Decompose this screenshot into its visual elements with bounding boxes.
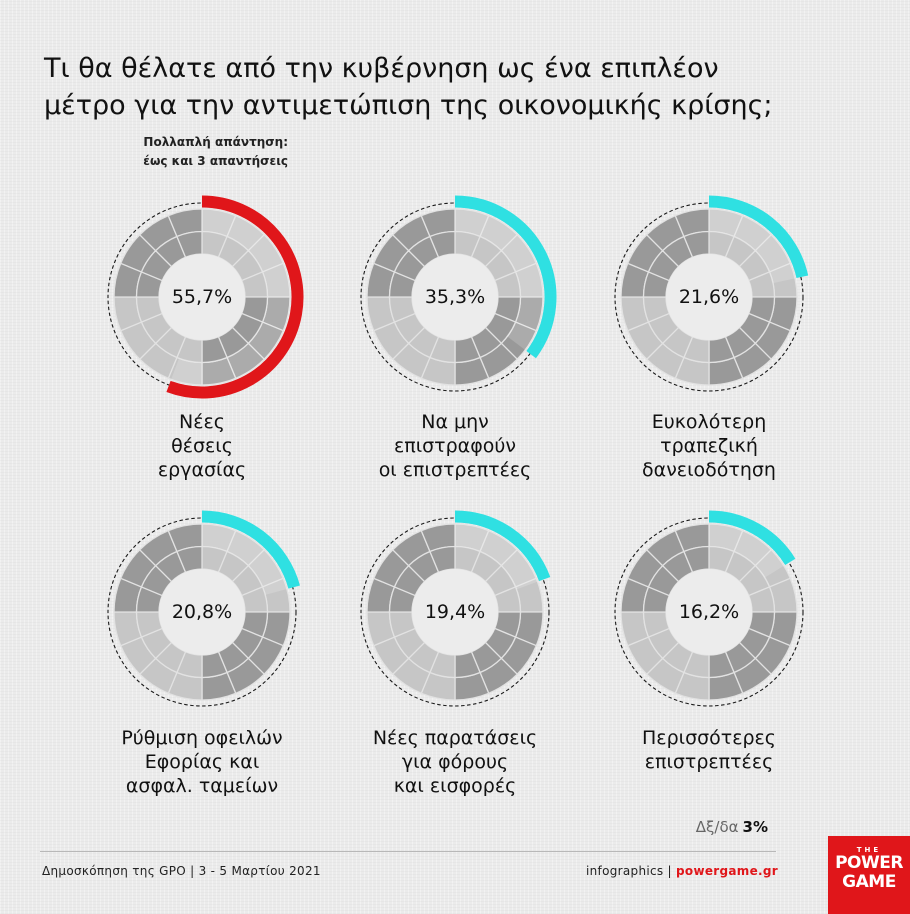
value-arc: [166, 195, 304, 399]
donut-center: [666, 254, 752, 340]
value-arc: [201, 510, 300, 589]
logo-the: THE: [856, 846, 882, 854]
donut-center: [159, 569, 245, 655]
logo-line-1: POWER: [835, 853, 903, 873]
chart-title: Τι θα θέλατε από την κυβέρνηση ως ένα επ…: [44, 50, 844, 124]
donut-category-label: Ευκολότερη τραπεζική δανειοδότηση: [579, 410, 839, 482]
donut-svg: [614, 510, 804, 707]
donut-chart: 21,6%: [604, 192, 814, 402]
value-overlay: [709, 209, 795, 284]
multiple-answer-note: Πολλαπλή απάντηση: έως και 3 απαντήσεις: [112, 133, 288, 171]
donut-center: [412, 569, 498, 655]
donut-chart: 55,7%: [97, 192, 307, 402]
label-line: θέσεις: [171, 435, 233, 457]
donut-category-label: Να μην επιστραφούν οι επιστρεπτέες: [325, 410, 585, 482]
dashed-outline: [360, 517, 550, 707]
title-line-1: Τι θα θέλατε από την κυβέρνηση ως ένα επ…: [44, 53, 719, 84]
power-game-logo: THE POWER GAME: [828, 836, 910, 914]
label-line: επιστρεπτέες: [644, 751, 774, 773]
label-line: επιστραφούν: [394, 435, 516, 457]
note-line-1: Πολλαπλή απάντηση:: [143, 135, 288, 149]
label-line: οι επιστρεπτέες: [378, 459, 532, 481]
donut-category-label: Περισσότερες επιστρεπτέες: [579, 726, 839, 774]
footer-divider: [40, 851, 776, 852]
label-line: Ρύθμιση οφειλών: [121, 727, 283, 749]
note-line-2: έως και 3 απαντήσεις: [143, 154, 288, 168]
donut-value-label: 35,3%: [424, 286, 486, 308]
label-line: εργασίας: [157, 459, 247, 481]
label-line: Ευκολότερη: [651, 411, 767, 433]
donut-svg: [360, 510, 551, 707]
dashed-outline: [614, 517, 804, 707]
dashed-outline: [107, 517, 297, 707]
title-line-2: μέτρο για την αντιμετώπιση της οικονομικ…: [44, 90, 773, 121]
credit: infographics | powergame.gr: [586, 864, 778, 878]
label-line: Να μην: [421, 411, 489, 433]
value-arc: [454, 195, 557, 359]
donut-category-label: Νέες θέσεις εργασίας: [72, 410, 332, 482]
donut-category-label: Ρύθμιση οφειλών Εφορίας και ασφαλ. ταμεί…: [72, 726, 332, 798]
donut-center: [159, 254, 245, 340]
donut-value-label: 21,6%: [678, 286, 740, 308]
donut-svg: [107, 510, 300, 707]
donut-center: [666, 569, 752, 655]
donut-value-label: 20,8%: [171, 601, 233, 623]
credit-prefix: infographics |: [586, 864, 677, 878]
dashed-outline: [614, 202, 804, 392]
value-overlay: [202, 524, 287, 595]
value-arc: [708, 195, 809, 279]
donut-chart: 20,8%: [97, 507, 307, 717]
donut-chart: 16,2%: [604, 507, 814, 717]
label-line: Περισσότερες: [642, 727, 776, 749]
label-line: δανειοδότηση: [642, 459, 776, 481]
value-arc: [708, 510, 796, 566]
donut-category-label: Νέες παρατάσεις για φόρους και εισφορές: [325, 726, 585, 798]
label-line: ασφαλ. ταμείων: [125, 775, 279, 797]
donut-value-label: 55,7%: [171, 286, 233, 308]
donut-svg: [614, 195, 809, 392]
source-note: Δημοσκόπηση της GPO | 3 - 5 Μαρτίου 2021: [42, 864, 321, 878]
label-line: τραπεζική: [660, 435, 758, 457]
donut-svg: [107, 195, 304, 399]
label-line: και εισφορές: [393, 775, 517, 797]
donut-value-label: 19,4%: [424, 601, 486, 623]
no-answer-label: Δξ/δα: [695, 818, 739, 836]
value-arc: [454, 510, 551, 582]
donut-value-label: 16,2%: [678, 601, 740, 623]
label-line: για φόρους: [401, 751, 509, 773]
no-answer-value: 3%: [742, 818, 768, 836]
value-overlay: [455, 209, 543, 351]
donut-chart: 19,4%: [350, 507, 560, 717]
value-overlay: [171, 209, 290, 385]
donut-svg: [360, 195, 557, 392]
label-line: Εφορίας και: [144, 751, 260, 773]
label-line: Νέες: [179, 411, 225, 433]
no-answer-note: Δξ/δα 3%: [696, 818, 768, 836]
value-overlay: [709, 524, 784, 578]
site-link[interactable]: powergame.gr: [676, 864, 778, 878]
value-overlay: [455, 524, 538, 590]
donut-center: [412, 254, 498, 340]
logo-line-2: GAME: [842, 872, 896, 892]
donut-chart: 35,3%: [350, 192, 560, 402]
label-line: Νέες παρατάσεις: [372, 727, 538, 749]
